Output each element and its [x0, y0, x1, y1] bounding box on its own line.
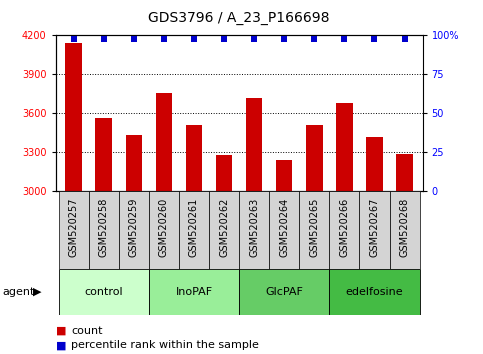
Point — [250, 36, 258, 41]
Text: GSM520267: GSM520267 — [369, 198, 380, 257]
Bar — [336, 103, 353, 191]
Bar — [366, 137, 383, 191]
Bar — [329, 269, 420, 315]
Text: control: control — [85, 287, 123, 297]
Bar — [269, 191, 299, 269]
Bar — [89, 191, 119, 269]
Bar — [239, 269, 329, 315]
Bar — [396, 154, 413, 191]
Text: GlcPAF: GlcPAF — [265, 287, 303, 297]
Bar — [126, 135, 142, 191]
Bar — [119, 191, 149, 269]
Bar — [179, 191, 209, 269]
Point — [370, 36, 378, 41]
Text: percentile rank within the sample: percentile rank within the sample — [71, 340, 259, 350]
Point — [311, 36, 318, 41]
Bar — [306, 125, 323, 191]
Text: GSM520260: GSM520260 — [159, 198, 169, 257]
Point — [341, 36, 348, 41]
Bar — [96, 119, 112, 191]
Text: ▶: ▶ — [33, 287, 42, 297]
Bar — [276, 160, 293, 191]
Point — [100, 36, 108, 41]
Text: agent: agent — [2, 287, 35, 297]
Point — [130, 36, 138, 41]
Text: edelfosine: edelfosine — [346, 287, 403, 297]
Bar — [185, 125, 202, 191]
Bar — [246, 98, 262, 191]
Text: GSM520261: GSM520261 — [189, 198, 199, 257]
Bar — [156, 92, 172, 191]
Point — [401, 36, 409, 41]
Text: ■: ■ — [56, 340, 66, 350]
Bar — [216, 155, 232, 191]
Point — [280, 36, 288, 41]
Bar — [65, 43, 82, 191]
Text: GSM520262: GSM520262 — [219, 198, 229, 257]
Text: GSM520268: GSM520268 — [399, 198, 410, 257]
Text: GSM520265: GSM520265 — [309, 198, 319, 257]
Point — [190, 36, 198, 41]
Bar — [209, 191, 239, 269]
Text: GDS3796 / A_23_P166698: GDS3796 / A_23_P166698 — [148, 11, 330, 25]
Bar — [389, 191, 420, 269]
Text: count: count — [71, 326, 102, 336]
Text: GSM520258: GSM520258 — [99, 198, 109, 257]
Text: GSM520264: GSM520264 — [279, 198, 289, 257]
Text: GSM520266: GSM520266 — [340, 198, 349, 257]
Bar — [359, 191, 389, 269]
Text: InoPAF: InoPAF — [175, 287, 213, 297]
Point — [70, 36, 77, 41]
Bar — [329, 191, 359, 269]
Bar — [58, 269, 149, 315]
Text: GSM520263: GSM520263 — [249, 198, 259, 257]
Bar — [149, 269, 239, 315]
Point — [160, 36, 168, 41]
Bar — [299, 191, 329, 269]
Text: GSM520259: GSM520259 — [129, 198, 139, 257]
Text: GSM520257: GSM520257 — [69, 198, 79, 257]
Bar — [149, 191, 179, 269]
Bar — [239, 191, 269, 269]
Point — [220, 36, 228, 41]
Text: ■: ■ — [56, 326, 66, 336]
Bar — [58, 191, 89, 269]
